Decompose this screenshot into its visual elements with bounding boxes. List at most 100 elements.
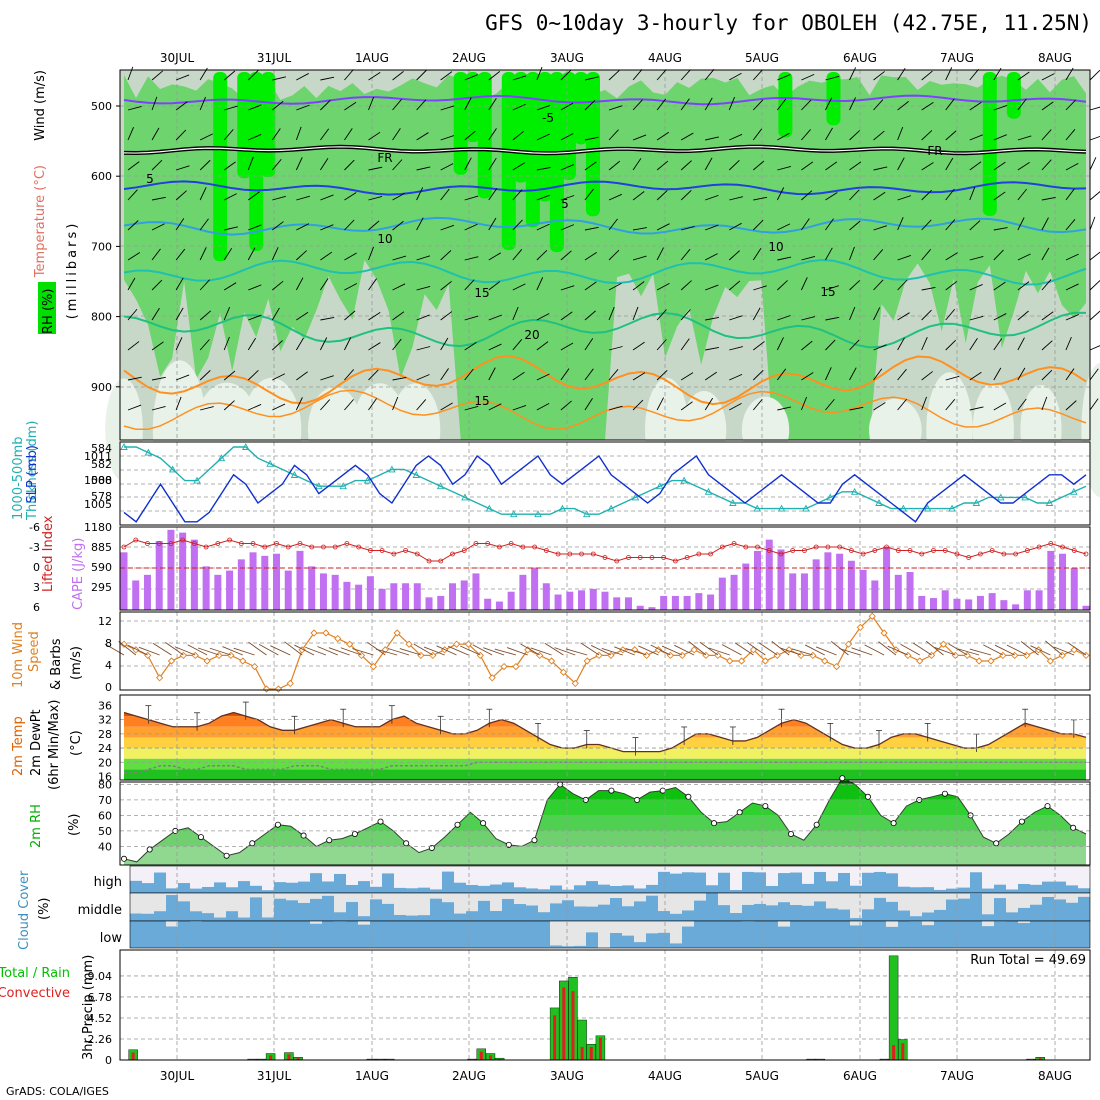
wind-speed-point xyxy=(726,657,734,665)
wind-barb xyxy=(392,159,403,171)
cloud-cell xyxy=(226,866,238,888)
wind-barb xyxy=(680,280,692,291)
wind-speed-point xyxy=(464,640,473,648)
temperature-contour xyxy=(123,94,1087,106)
top-date-axis: 30JUL 31JUL 1AUG 2AUG 3AUG 4AUG 5AUG 6AUG 7AUG 8A… xyxy=(160,51,1072,65)
wind-barb xyxy=(488,71,501,81)
wind-label: Wind (m/s) xyxy=(33,70,48,141)
cloud-cell xyxy=(286,893,298,901)
cloud-cell xyxy=(466,893,478,912)
cape-bar xyxy=(495,601,503,610)
wind-barb xyxy=(423,646,445,656)
wind-barb xyxy=(368,398,377,411)
wind-barb xyxy=(520,643,540,656)
wind-barb xyxy=(921,337,928,351)
minmax-label: (6hr Min/Max) xyxy=(47,700,62,790)
cloud-cell xyxy=(598,866,610,885)
wind-barb xyxy=(151,341,164,351)
rh-point xyxy=(1044,803,1051,810)
contour-label: 15 xyxy=(474,286,489,300)
wind-barb xyxy=(584,136,599,141)
wind-barb xyxy=(632,134,647,141)
cloud-cell xyxy=(250,866,262,886)
wind-barb xyxy=(849,220,861,231)
cloud-cell xyxy=(238,866,250,882)
cloud-cell xyxy=(514,893,526,905)
wind-barb xyxy=(900,643,920,656)
cloud-cell xyxy=(910,893,922,917)
wind-barb xyxy=(1089,106,1100,111)
wind-barb xyxy=(632,255,647,261)
wind-barb xyxy=(608,70,620,81)
wind-barb xyxy=(729,196,743,201)
cloud-cell xyxy=(538,866,550,890)
wind-barb xyxy=(296,195,310,201)
wind-barb xyxy=(416,132,429,141)
cloud-cell xyxy=(718,866,730,873)
wind-barb xyxy=(488,217,497,231)
wind-barb xyxy=(464,74,478,81)
wind-barb xyxy=(921,396,927,411)
cape-bar xyxy=(296,550,304,610)
wind-barb xyxy=(488,128,497,141)
wind-barb xyxy=(680,98,690,111)
wind-barb xyxy=(680,69,691,81)
cape-bar xyxy=(1082,605,1090,610)
lifted-index-point xyxy=(344,541,350,546)
wind-speed-point xyxy=(547,657,556,665)
cape-label: CAPE (J/kg) xyxy=(71,538,86,610)
cloud-cell xyxy=(238,893,250,918)
cloud-cell xyxy=(742,893,754,905)
date-label: 1AUG xyxy=(355,51,389,65)
rh-band xyxy=(124,830,1086,847)
cape-bar xyxy=(660,595,668,610)
temp-band xyxy=(124,748,1086,759)
precip-convective-bar xyxy=(892,1045,896,1060)
cape-bar xyxy=(202,566,210,610)
wind-barb xyxy=(758,642,778,656)
thickness-line-marker xyxy=(582,510,591,518)
wind-speed-point xyxy=(203,657,211,665)
wind-barb xyxy=(223,306,231,321)
cloud-cell xyxy=(478,893,490,901)
wind-barb xyxy=(945,252,958,261)
rh-point xyxy=(531,837,538,844)
wind-barb xyxy=(151,127,160,141)
cloud-cell xyxy=(994,866,1006,885)
wind-barb xyxy=(512,338,523,351)
wind-barb xyxy=(1089,398,1099,411)
lifted-index-point xyxy=(837,544,843,550)
wind-speed-point xyxy=(500,662,508,671)
cape-bar xyxy=(941,590,949,610)
thickness-line-marker xyxy=(242,443,250,450)
lifted-index-point xyxy=(262,544,268,550)
rh-high-area xyxy=(585,72,600,217)
cape-bar xyxy=(613,597,621,610)
wind-barb xyxy=(488,157,497,171)
wind-barb xyxy=(656,98,667,111)
wind-barb xyxy=(512,130,525,141)
cape-bar xyxy=(1000,600,1008,610)
wind-barb xyxy=(825,218,834,231)
wind-barb xyxy=(584,226,599,231)
wind-barb xyxy=(800,277,808,291)
wind-barb xyxy=(680,309,691,321)
precip-convective-bar xyxy=(901,1043,905,1060)
wind-barb xyxy=(1017,162,1030,171)
wind-barb xyxy=(632,191,645,201)
cloud-cell xyxy=(850,866,862,886)
thickness-line-marker xyxy=(290,471,299,478)
wind-barb xyxy=(152,642,172,656)
wind-barb xyxy=(897,312,910,321)
wind-barb xyxy=(1030,645,1051,656)
wind-barb xyxy=(801,99,812,111)
wind-barb xyxy=(175,337,183,351)
cloud-cell xyxy=(358,866,370,882)
cloud-cell xyxy=(382,866,394,874)
wind-barb xyxy=(1017,253,1031,261)
wind-barb xyxy=(175,129,187,141)
wind-barb xyxy=(536,223,550,231)
lifted-index-point xyxy=(543,548,549,553)
wind-barb xyxy=(1017,98,1027,111)
cloud-cell xyxy=(730,866,742,891)
